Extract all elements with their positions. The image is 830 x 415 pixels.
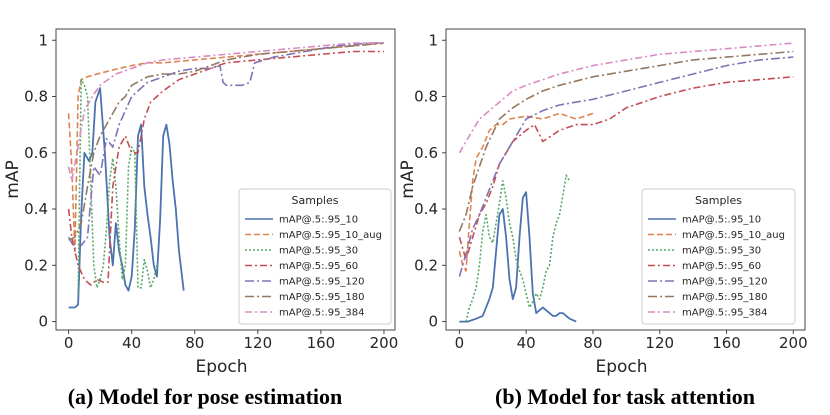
figure-caption: (b) Model for task attention xyxy=(495,384,755,409)
legend-label-2: mAP@.5:.95_10_aug xyxy=(682,230,785,241)
legend-box xyxy=(238,188,392,325)
legend-label-5: mAP@.5:.95_120 xyxy=(279,277,365,288)
legend-label-3: mAP@.5:.95_30 xyxy=(682,246,761,257)
y-tick-label: 0.6 xyxy=(24,144,48,162)
y-tick-label: 1 xyxy=(428,31,438,49)
y-axis-label: mAP xyxy=(3,160,23,198)
y-tick-label: 0.8 xyxy=(24,88,48,106)
x-tick-label: 200 xyxy=(370,334,399,352)
x-tick-label: 40 xyxy=(517,334,536,352)
y-axis-label: mAP xyxy=(398,160,418,198)
legend: Samples mAP@.5:.95_10 mAP@.5:.95_10_aug mAP… xyxy=(238,188,392,325)
chart-2: 0 40 80 120 160 200 0 0.2 0.4 0.6 0.8 1 Epoch mAP (b) … xyxy=(398,28,808,409)
x-tick-label: 0 xyxy=(455,334,465,352)
y-tick-label: 0.2 xyxy=(24,256,48,274)
y-tick-label: 0.4 xyxy=(414,200,438,218)
x-tick-label: 80 xyxy=(185,334,204,352)
x-tick-label: 80 xyxy=(583,334,602,352)
series-line-5 xyxy=(67,42,384,250)
legend-title: Samples xyxy=(695,194,742,207)
series-line-1 xyxy=(459,191,577,323)
legend-label-1: mAP@.5:.95_10 xyxy=(279,215,358,226)
y-tick-label: 0 xyxy=(38,313,48,331)
series-line-1 xyxy=(68,87,185,309)
legend-label-6: mAP@.5:.95_180 xyxy=(279,292,365,303)
series-group xyxy=(458,42,794,323)
y-tick-label: 0 xyxy=(428,313,438,331)
y-tick-label: 0.8 xyxy=(414,88,438,106)
series-line-6 xyxy=(68,42,385,241)
legend-title: Samples xyxy=(292,194,339,207)
legend-label-2: mAP@.5:.95_10_aug xyxy=(279,230,382,241)
legend-box xyxy=(641,188,796,325)
legend: Samples mAP@.5:.95_10 mAP@.5:.95_10_aug mAP… xyxy=(641,188,796,325)
series-line-4 xyxy=(458,76,794,261)
series-line-3 xyxy=(77,78,158,294)
y-tick-label: 0.4 xyxy=(24,200,48,218)
x-tick-label: 160 xyxy=(307,334,336,352)
y-tick-label: 0.6 xyxy=(414,144,438,162)
series-line-6 xyxy=(458,50,794,232)
chart-1: 0 40 80 120 160 200 0 0.2 0.4 0.6 0.8 1 Epoch mAP (a) … xyxy=(3,28,399,409)
series-line-4 xyxy=(67,50,384,286)
series-line-7 xyxy=(67,42,384,182)
legend-label-7: mAP@.5:.95_384 xyxy=(279,308,365,319)
legend-label-7: mAP@.5:.95_384 xyxy=(682,308,768,319)
series-group xyxy=(67,42,385,309)
series-line-3 xyxy=(465,174,571,322)
x-tick-label: 40 xyxy=(122,334,141,352)
legend-label-1: mAP@.5:.95_10 xyxy=(682,215,761,226)
y-tick-label: 1 xyxy=(38,31,48,49)
x-tick-label: 160 xyxy=(712,334,741,352)
x-tick-label: 200 xyxy=(779,334,808,352)
legend-label-5: mAP@.5:.95_120 xyxy=(682,277,768,288)
legend-label-4: mAP@.5:.95_60 xyxy=(279,261,358,272)
x-tick-label: 120 xyxy=(645,334,674,352)
x-tick-label: 120 xyxy=(244,334,273,352)
y-tick-label: 0.2 xyxy=(414,256,438,274)
x-axis-label: Epoch xyxy=(595,357,647,377)
legend-label-4: mAP@.5:.95_60 xyxy=(682,261,761,272)
figure-caption: (a) Model for pose estimation xyxy=(68,384,343,409)
series-line-5 xyxy=(458,56,794,277)
x-tick-label: 0 xyxy=(64,334,74,352)
legend-label-3: mAP@.5:.95_30 xyxy=(279,246,358,257)
x-axis-label: Epoch xyxy=(195,357,247,377)
series-line-2 xyxy=(67,42,385,252)
legend-label-6: mAP@.5:.95_180 xyxy=(682,292,768,303)
